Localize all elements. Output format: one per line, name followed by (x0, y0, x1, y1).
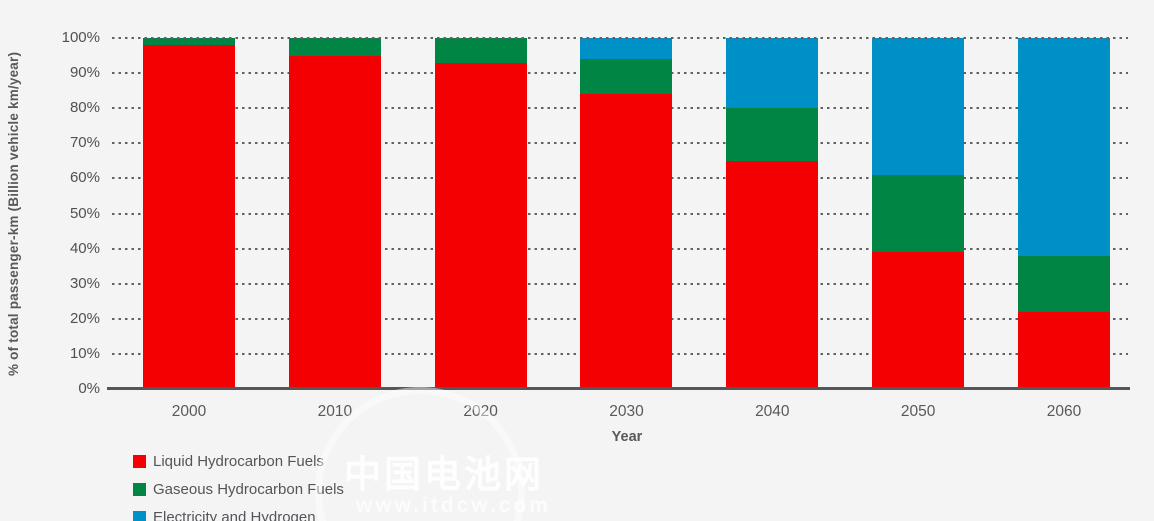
x-tick-label: 2030 (609, 403, 644, 420)
legend-swatch-liquid-icon (133, 454, 146, 468)
gridline-100 (112, 37, 1128, 39)
bar-segment (872, 174, 965, 253)
bar-2050 (872, 38, 965, 389)
bar-2060 (1017, 38, 1110, 389)
bar-segment (872, 252, 965, 389)
x-tick-label: 2050 (900, 403, 936, 420)
legend-label: Gaseous Hydrocarbon Fuels (153, 480, 344, 498)
y-tick-label: 10% (69, 344, 100, 362)
bar-2030 (580, 38, 673, 389)
y-tick-label: 90% (69, 64, 100, 82)
bar-segment (872, 38, 965, 175)
bar-segment (726, 38, 819, 109)
legend-label: Electricity and Hydrogen (153, 508, 316, 521)
y-tick-label: 100% (61, 29, 100, 46)
watermark-title: 中国电池网 (344, 454, 544, 495)
x-axis-label: Year (611, 429, 643, 445)
y-tick-label: 40% (69, 239, 100, 257)
bar-segment (1017, 38, 1110, 256)
bar-segment (143, 38, 235, 46)
bar-segment (1017, 255, 1110, 312)
bar-segment (434, 62, 527, 389)
y-tick-label: 80% (69, 99, 100, 117)
bar-segment (288, 55, 381, 389)
bar-segment (580, 94, 673, 389)
watermark-url: www.itdcw.com (356, 494, 551, 517)
bar-segment (580, 59, 673, 95)
legend-item-liquid-hydrocarbon-fuels: Liquid Hydrocarbon Fuels (133, 452, 324, 470)
x-tick-label: 2040 (755, 403, 790, 420)
y-tick-label: 70% (69, 134, 100, 152)
bar-segment (726, 160, 819, 389)
bar-2040 (726, 38, 819, 389)
y-tick-label: 20% (69, 309, 100, 327)
bar-segment (143, 45, 235, 389)
legend-item-gaseous-hydrocarbon-fuels: Gaseous Hydrocarbon Fuels (133, 480, 344, 498)
bar-segment (1017, 311, 1110, 389)
legend-label: Liquid Hydrocarbon Fuels (153, 452, 324, 470)
x-tick-label: 2060 (1046, 403, 1082, 420)
bar-2000 (143, 38, 235, 389)
y-tick-label: 60% (69, 169, 100, 187)
bar-2020 (434, 38, 527, 389)
y-tick-label: 50% (69, 204, 100, 222)
legend-swatch-gaseous-icon (133, 482, 146, 496)
bar-2010 (288, 38, 381, 389)
legend-item-electricity-and-hydrogen: Electricity and Hydrogen (133, 509, 316, 521)
x-tick-label: 2000 (171, 403, 207, 420)
bar-segment (580, 38, 673, 60)
x-tick-label: 2010 (317, 403, 353, 420)
x-axis-line (107, 387, 1130, 390)
legend-swatch-electricity-icon (133, 510, 146, 521)
bar-segment (726, 108, 819, 161)
bar-segment (434, 38, 527, 63)
y-tick-label: 30% (69, 274, 100, 292)
bar-segment (288, 38, 381, 56)
y-tick-label: 0% (78, 380, 100, 397)
y-axis-title: % of total passenger-km (Billion vehicle… (6, 51, 21, 376)
